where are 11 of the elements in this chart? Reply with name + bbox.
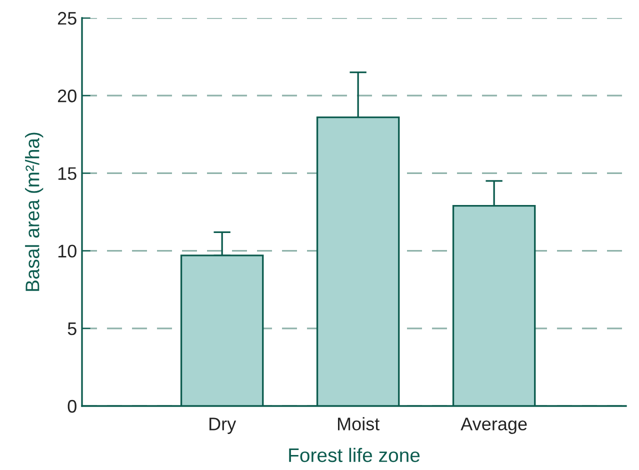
x-tick-label: Average (460, 418, 527, 434)
x-axis-title: Forest life zone (289, 448, 420, 462)
y-tick-label: 0 (68, 400, 76, 413)
y-tick-label: 20 (58, 90, 76, 102)
x-tick-label: Moist (338, 417, 380, 430)
y-tick-label: 25 (58, 12, 76, 25)
y-tick-label: 10 (58, 244, 76, 258)
y-tick-label: 15 (58, 167, 76, 180)
y-tick-label: 5 (68, 322, 76, 336)
y-axis-title: Basal area (m²/ha) (25, 132, 44, 291)
x-tick-label: Dry (210, 418, 236, 434)
